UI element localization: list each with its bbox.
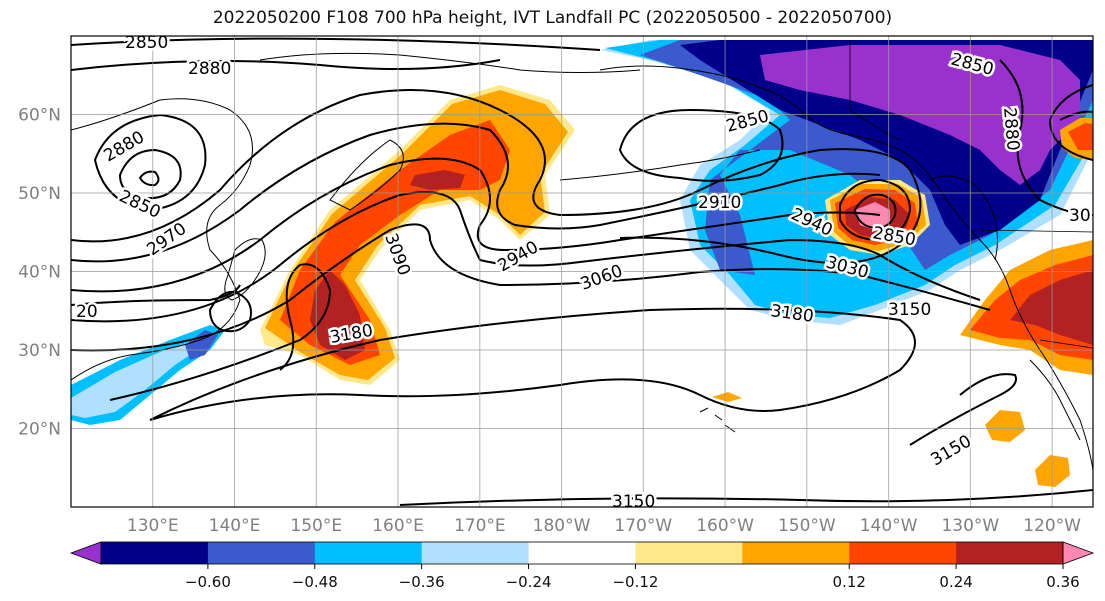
colorbar-segment [101, 542, 209, 564]
ivt-region-south-orange-1 [985, 410, 1025, 442]
lat-tick-label: 40°N [18, 263, 61, 283]
colorbar-segment [421, 542, 530, 564]
contour-line [71, 59, 501, 71]
colorbar-tick-label: −0.24 [506, 573, 552, 591]
colorbar-outline [100, 541, 1064, 565]
ivt-region-pacific-darkred-north [410, 170, 465, 190]
contour-label: 2880 [188, 59, 231, 79]
contour-labels: 2850 2880 2880 2850 2970 20 3090 2940 30… [74, 33, 1094, 512]
ivt-region-west-lightblue [71, 338, 205, 418]
colorbar-tick-label: −0.12 [612, 573, 658, 591]
ivt-region-hawaii-orange [712, 392, 742, 402]
contour-line [118, 148, 182, 200]
colorbar-tick-label: −0.36 [399, 573, 445, 591]
contour-line [999, 59, 1093, 216]
colorbar-tick-label: 0.12 [833, 573, 866, 591]
colorbar-segment [849, 542, 957, 564]
map-frame [70, 35, 1094, 508]
contour-line [71, 157, 881, 293]
map-panel: 2850 2880 2880 2850 2970 20 3090 2940 30… [70, 33, 1094, 512]
lon-tick-label: 120°W [1023, 516, 1081, 536]
lon-tick-label: 180°W [533, 516, 591, 536]
contour-line [208, 290, 252, 333]
colorbar-extend-low [69, 541, 102, 565]
lat-tick-label: 20°N [18, 420, 61, 440]
longitude-labels: 130°E 140°E 150°E 160°E 170°E 180°W 170°W 160°W… [127, 516, 1081, 536]
colorbar-segment [635, 542, 743, 564]
lon-tick-label: 130°W [941, 516, 999, 536]
lon-tick-label: 160°W [696, 516, 754, 536]
coastline-kamchatka [329, 139, 404, 211]
contour-line [1059, 110, 1093, 121]
coastline-japan [224, 238, 266, 301]
colorbar-segment [207, 542, 316, 564]
contour-line [1048, 84, 1093, 161]
contour-label: 3150 [888, 300, 931, 320]
border-us-canada [979, 229, 1093, 233]
contour-label: 2880 [999, 107, 1023, 152]
coastline-siberia [259, 52, 641, 73]
contour-line [71, 37, 601, 51]
contour-line [399, 489, 1093, 506]
contour-label: 2850 [125, 33, 168, 53]
colorbar-segment [742, 542, 850, 564]
colorbar-tick-label: 0.36 [1046, 573, 1079, 591]
colorbar-extend-high [1062, 541, 1095, 565]
colorbar-tick-label: 0.24 [939, 573, 972, 591]
contour-line [71, 122, 881, 263]
lon-tick-label: 170°E [454, 516, 506, 536]
colorbar-tick-label: −0.48 [292, 573, 338, 591]
coastline-aleutians [559, 149, 761, 181]
lon-tick-label: 140°W [860, 516, 918, 536]
latitude-labels: 20°N 30°N 40°N 50°N 60°N [18, 106, 61, 440]
coastline-alaska [599, 65, 1093, 471]
contour-label: 20 [76, 302, 98, 322]
lon-tick-label: 150°E [290, 516, 342, 536]
contour-label: 3150 [612, 492, 655, 512]
map-title: 2022050200 F108 700 hPa height, IVT Land… [212, 8, 893, 28]
contour-line [138, 170, 160, 187]
contour-label: 2910 [698, 193, 741, 213]
ivt-region-west-royal [185, 330, 218, 360]
lon-tick-label: 130°E [127, 516, 179, 536]
border-alaska-canada [849, 40, 901, 141]
lon-tick-label: 150°W [778, 516, 836, 536]
colorbar-segment [956, 542, 1064, 564]
ivt-negative-shading [71, 40, 1093, 425]
colorbar: −0.60−0.48−0.36−0.24−0.120.120.240.360.4… [69, 541, 1095, 591]
colorbar-segment [528, 542, 636, 564]
ivt-region-pacific-darkred [310, 270, 365, 360]
border-us-mexico [1039, 339, 1093, 349]
ivt-region-ne-red [1068, 123, 1093, 150]
colorbar-tick-label: −0.60 [185, 573, 231, 591]
coastline-bc [929, 175, 998, 261]
lon-tick-label: 160°E [372, 516, 424, 536]
contour-line [149, 307, 916, 421]
contour-line [839, 178, 912, 242]
lat-tick-label: 60°N [18, 106, 61, 126]
contour-line [93, 113, 207, 212]
contour-line [109, 263, 332, 401]
gridlines [71, 36, 1093, 507]
colorbar-segment [314, 542, 423, 564]
lon-tick-label: 170°W [614, 516, 672, 536]
contour-line [618, 108, 784, 182]
lat-tick-label: 30°N [18, 341, 61, 361]
lon-tick-label: 140°E [209, 516, 261, 536]
country-borders [849, 40, 1093, 349]
ivt-region-coast-darkred [1010, 270, 1093, 345]
contour-line [909, 373, 1017, 446]
lat-tick-label: 50°N [18, 184, 61, 204]
contour-line [853, 193, 897, 230]
contour-label: 30 [1069, 206, 1091, 226]
